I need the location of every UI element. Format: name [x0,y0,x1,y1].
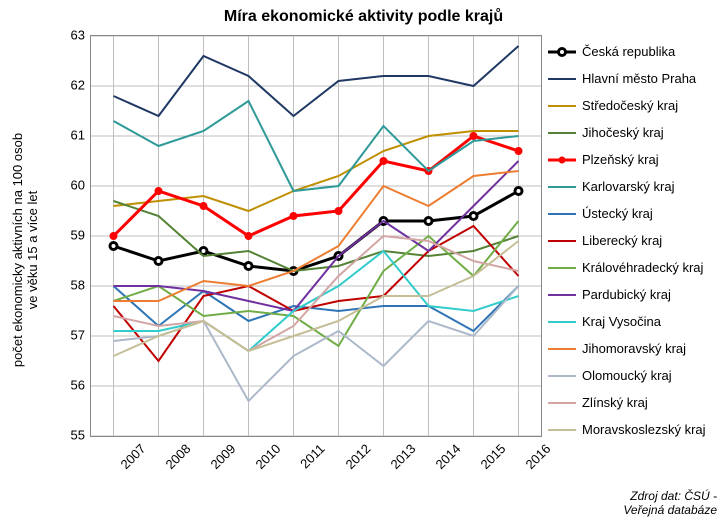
y-tick-label: 58 [71,278,85,293]
x-tick-label: 2014 [432,441,463,472]
legend-label: Liberecký kraj [582,233,662,248]
y-tick-label: 62 [71,78,85,93]
legend-item: Pardubický kraj [548,281,706,308]
legend-swatch [548,369,576,383]
x-tick-label: 2007 [117,441,148,472]
legend-swatch [548,99,576,113]
legend-label: Středočeský kraj [582,98,678,113]
legend-swatch [548,153,576,167]
legend-label: Jihomoravský kraj [582,341,686,356]
legend: Česká republika Hlavní město Praha Středoč… [548,38,706,443]
legend-item: Královéhradecký kraj [548,254,706,281]
y-tick-label: 55 [71,428,85,443]
legend-label: Jihočeský kraj [582,125,664,140]
legend-item: Zlínský kraj [548,389,706,416]
legend-item: Jihomoravský kraj [548,335,706,362]
x-tick-label: 2011 [297,441,327,471]
legend-item: Moravskoslezský kraj [548,416,706,443]
x-tick-label: 2015 [477,441,508,472]
x-tick-label: 2010 [252,441,283,472]
y-tick-label: 60 [71,178,85,193]
legend-item: Olomoucký kraj [548,362,706,389]
x-tick-label: 2008 [162,441,193,472]
legend-swatch [548,396,576,410]
x-tick-label: 2009 [207,441,238,472]
legend-swatch [548,288,576,302]
chart-title: Míra ekonomické aktivity podle krajů [0,0,727,26]
source-citation: Zdroj dat: ČSÚ -Veřejná databáze [623,489,717,517]
legend-swatch [548,180,576,194]
legend-label: Kraj Vysočina [582,314,661,329]
legend-label: Česká republika [582,44,675,59]
x-tick-label: 2016 [522,441,553,472]
legend-label: Karlovarský kraj [582,179,674,194]
legend-label: Pardubický kraj [582,287,671,302]
legend-swatch [548,342,576,356]
x-tick-label: 2012 [342,441,373,472]
legend-item: Středočeský kraj [548,92,706,119]
legend-label: Moravskoslezský kraj [582,422,706,437]
y-tick-label: 59 [71,228,85,243]
legend-item: Liberecký kraj [548,227,706,254]
y-tick-label: 57 [71,328,85,343]
legend-swatch [548,126,576,140]
y-tick-label: 61 [71,128,85,143]
legend-swatch [548,72,576,86]
legend-swatch [548,315,576,329]
legend-label: Hlavní město Praha [582,71,696,86]
legend-swatch [548,423,576,437]
legend-item: Česká republika [548,38,706,65]
x-tick-label: 2013 [387,441,418,472]
legend-swatch [548,234,576,248]
legend-label: Ústecký kraj [582,206,653,221]
legend-item: Karlovarský kraj [548,173,706,200]
legend-item: Kraj Vysočina [548,308,706,335]
legend-item: Ústecký kraj [548,200,706,227]
legend-swatch [548,261,576,275]
legend-label: Královéhradecký kraj [582,260,703,275]
legend-swatch [548,207,576,221]
legend-item: Jihočeský kraj [548,119,706,146]
legend-item: Plzeňský kraj [548,146,706,173]
plot-area [90,35,542,437]
legend-swatch [548,45,576,59]
legend-label: Plzeňský kraj [582,152,659,167]
y-axis-label: počet ekonomicky aktivních na 100 osobve… [10,133,40,367]
plot-svg [91,36,541,436]
y-tick-label: 56 [71,378,85,393]
legend-label: Zlínský kraj [582,395,648,410]
y-tick-label: 63 [71,28,85,43]
legend-label: Olomoucký kraj [582,368,672,383]
legend-item: Hlavní město Praha [548,65,706,92]
chart-container: Míra ekonomické aktivity podle krajů poč… [0,0,727,523]
plot-wrap: počet ekonomicky aktivních na 100 osobve… [60,35,540,465]
